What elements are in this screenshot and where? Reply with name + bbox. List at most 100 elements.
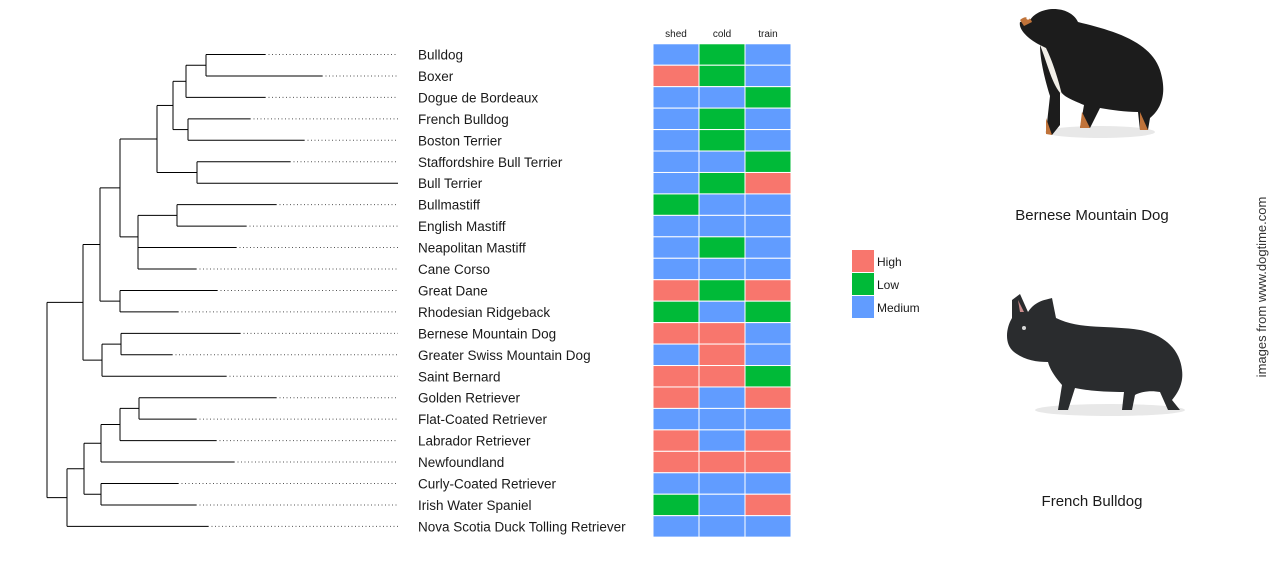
- heatmap-cell: [698, 129, 746, 152]
- heatmap-cell: [744, 472, 792, 495]
- heatmap-cell: [652, 365, 700, 388]
- column-label: shed: [665, 29, 687, 40]
- heatmap-cell: [652, 86, 700, 109]
- breed-label: Labrador Retriever: [418, 434, 531, 449]
- heatmap-cell: [652, 343, 700, 367]
- heatmap-cell: [744, 365, 792, 388]
- heatmap-cell: [744, 43, 792, 66]
- heatmap-cell: [652, 64, 700, 88]
- heatmap-cell: [744, 193, 792, 216]
- heatmap-cell: [698, 107, 746, 131]
- heatmap-cell: [698, 386, 746, 409]
- breed-label: Boxer: [418, 69, 454, 84]
- heatmap-cell: [698, 193, 746, 216]
- breed-label: Cane Corso: [418, 262, 490, 277]
- heatmap-cell: [698, 515, 746, 538]
- heatmap-cell: [698, 322, 746, 345]
- heatmap-cell: [744, 129, 792, 152]
- breed-label: Saint Bernard: [418, 369, 501, 384]
- breed-label: Great Dane: [418, 283, 488, 298]
- heatmap-cell: [698, 150, 746, 173]
- heatmap-cell: [652, 171, 700, 195]
- heatmap-cell: [652, 150, 700, 173]
- heatmap-cell: [744, 493, 792, 517]
- heatmap-cell: [652, 43, 700, 66]
- french-bulldog-photo: [1007, 294, 1185, 416]
- breed-label: Rhodesian Ridgeback: [418, 305, 550, 320]
- heatmap-cell: [652, 279, 700, 302]
- heatmap-cell: [698, 472, 746, 495]
- breed-label: English Mastiff: [418, 219, 506, 234]
- breed-label: Curly-Coated Retriever: [418, 477, 557, 492]
- heatmap-cell: [744, 279, 792, 302]
- heatmap-cell: [744, 386, 792, 409]
- heatmap-cell: [698, 171, 746, 195]
- heatmap-cell: [698, 429, 746, 452]
- heatmap-cell: [744, 515, 792, 538]
- column-label: train: [758, 29, 777, 40]
- breed-label: Neapolitan Mastiff: [418, 241, 526, 256]
- breed-label: Greater Swiss Mountain Dog: [418, 348, 591, 363]
- heatmap-cell: [744, 171, 792, 195]
- breed-label: Nova Scotia Duck Tolling Retriever: [418, 519, 626, 534]
- bernese-mountain-dog-photo: [1019, 8, 1164, 138]
- breed-labels: Bulldog Boxer Dogue de Bordeaux French Bull…: [418, 48, 626, 535]
- column-headers: shed cold train: [665, 29, 778, 40]
- breed-label: Newfoundland: [418, 455, 504, 470]
- heatmap-cell: [652, 450, 700, 474]
- heatmap-cell: [698, 43, 746, 66]
- heatmap-cell: [698, 343, 746, 367]
- heatmap-cell: [744, 257, 792, 281]
- breed-label: Golden Retriever: [418, 391, 521, 406]
- heatmap-cell: [698, 493, 746, 517]
- breed-label: Bullmastiff: [418, 198, 480, 213]
- heatmap-cell: [698, 365, 746, 388]
- heatmap-cell: [652, 257, 700, 281]
- heatmap-cell: [744, 214, 792, 238]
- heatmap-cell: [652, 214, 700, 238]
- heatmap: [652, 43, 792, 538]
- breed-label: Boston Terrier: [418, 133, 502, 148]
- heatmap-cell: [698, 407, 746, 431]
- heatmap-cell: [652, 429, 700, 452]
- breed-label: Irish Water Spaniel: [418, 498, 532, 513]
- breed-label: Bernese Mountain Dog: [418, 326, 556, 341]
- heatmap-cell: [652, 300, 700, 324]
- heatmap-cell: [744, 64, 792, 88]
- bernese-caption: Bernese Mountain Dog: [1015, 207, 1168, 224]
- heatmap-cell: [652, 493, 700, 517]
- heatmap-cell: [698, 257, 746, 281]
- heatmap-cell: [698, 279, 746, 302]
- heatmap-cell: [652, 322, 700, 345]
- heatmap-cell: [744, 86, 792, 109]
- heatmap-cell: [698, 236, 746, 259]
- heatmap-cell: [744, 107, 792, 131]
- column-label: cold: [713, 29, 731, 40]
- heatmap-cell: [744, 450, 792, 474]
- heatmap-cell: [744, 300, 792, 324]
- heatmap-cell: [744, 150, 792, 173]
- heatmap-cell: [652, 407, 700, 431]
- heatmap-cell: [698, 64, 746, 88]
- breed-label: Bull Terrier: [418, 176, 483, 191]
- legend-label: Medium: [877, 301, 920, 315]
- legend: High Low Medium: [852, 250, 920, 318]
- heatmap-cell: [652, 472, 700, 495]
- breed-label: Dogue de Bordeaux: [418, 90, 538, 105]
- legend-label: High: [877, 255, 902, 269]
- french-bulldog-caption: French Bulldog: [1042, 493, 1143, 510]
- heatmap-cell: [652, 107, 700, 131]
- heatmap-cell: [698, 86, 746, 109]
- dendrogram: [46, 54, 398, 527]
- heatmap-cell: [744, 429, 792, 452]
- heatmap-cell: [698, 214, 746, 238]
- image-credit: images from www.dogtime.com: [1254, 197, 1269, 378]
- legend-swatch: [852, 273, 874, 295]
- heatmap-cell: [652, 386, 700, 409]
- heatmap-cell: [744, 322, 792, 345]
- heatmap-cell: [744, 236, 792, 259]
- breed-label: Bulldog: [418, 48, 463, 63]
- breed-label: Flat-Coated Retriever: [418, 412, 548, 427]
